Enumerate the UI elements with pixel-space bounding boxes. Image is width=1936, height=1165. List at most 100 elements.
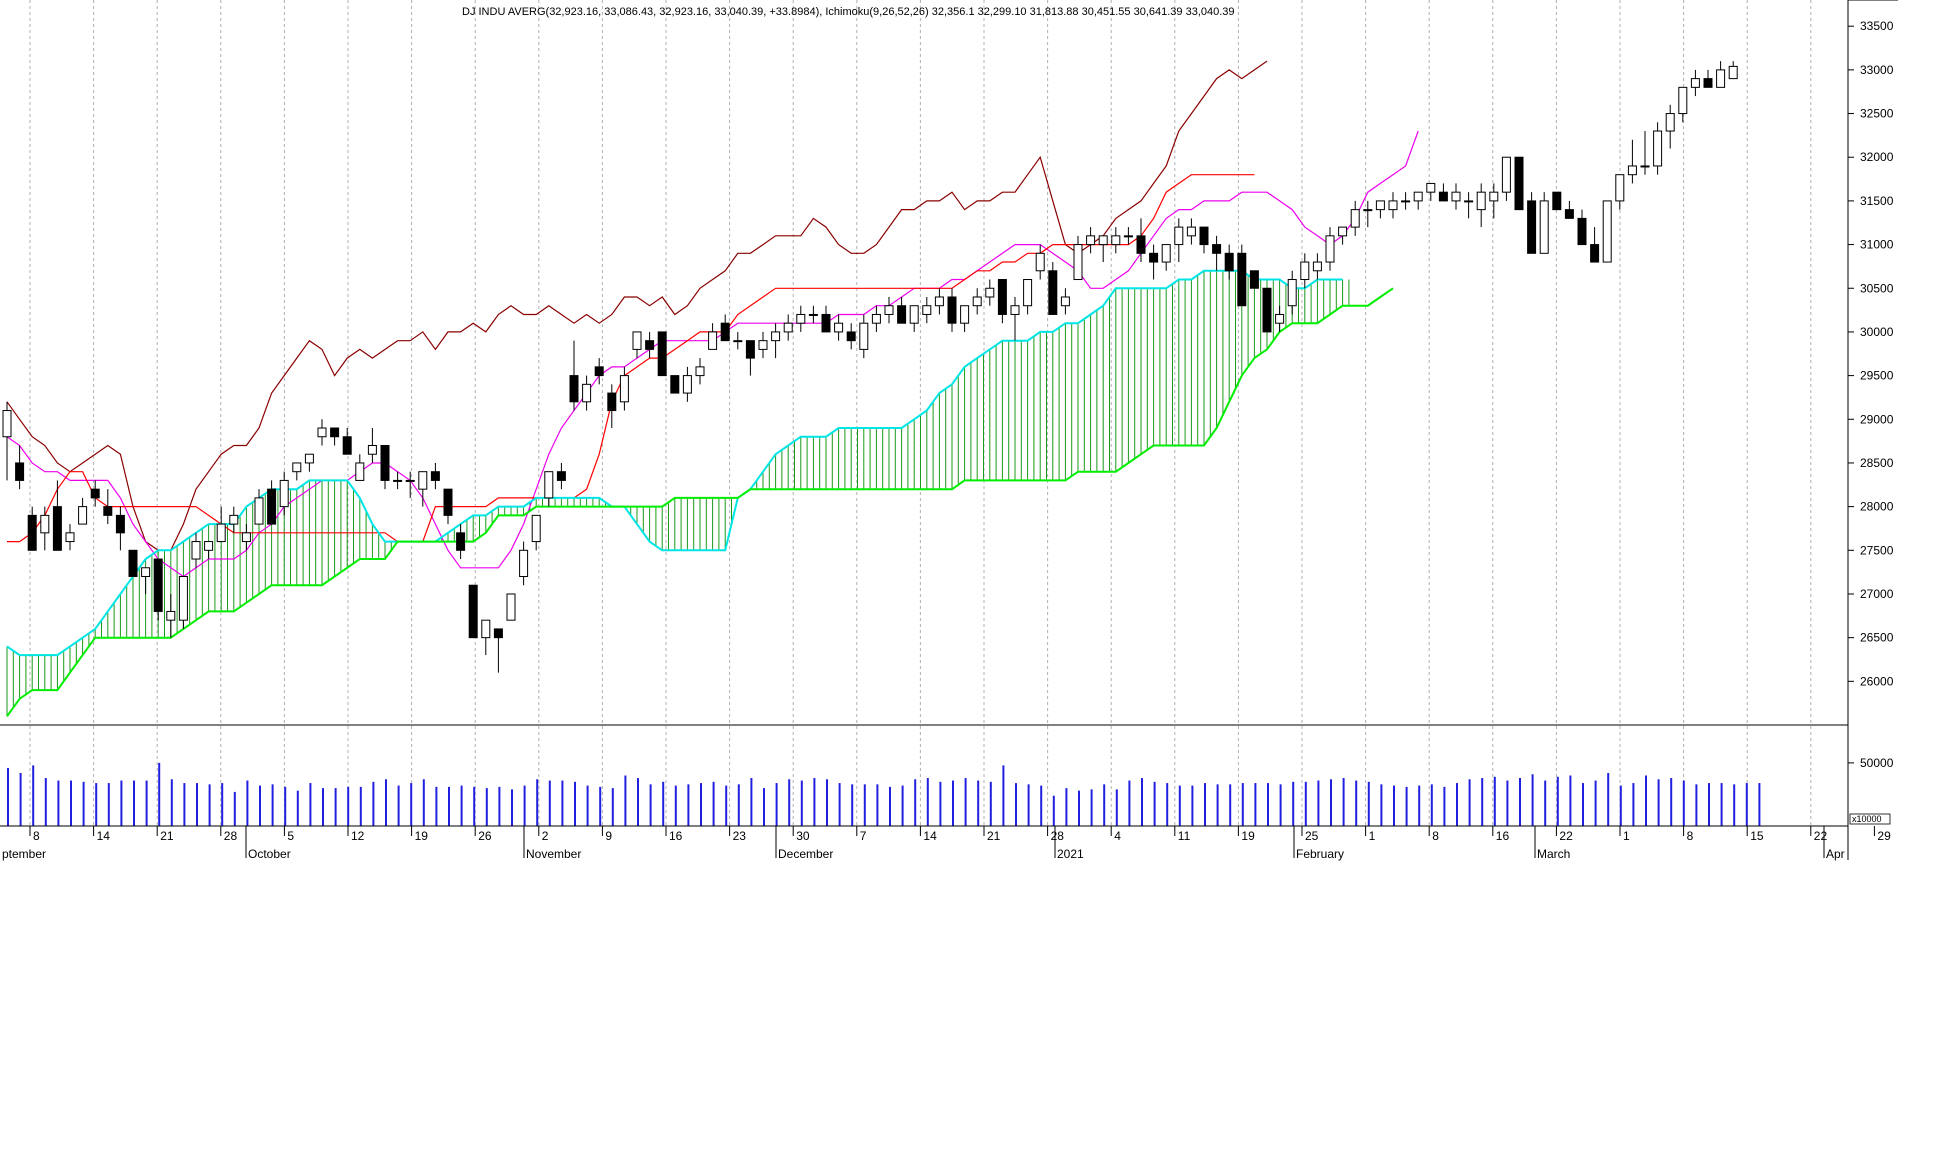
candle-body-4 bbox=[52, 506, 62, 551]
candle-body-80 bbox=[1010, 305, 1020, 315]
candle-34 bbox=[430, 462, 440, 490]
candle-70 bbox=[884, 296, 894, 324]
candle-body-62 bbox=[783, 322, 793, 333]
candle-body-126 bbox=[1590, 244, 1600, 263]
x-day-label-17: 4 bbox=[1114, 829, 1121, 843]
candle-body-34 bbox=[430, 471, 440, 481]
candle-5 bbox=[65, 524, 75, 551]
candle-body-114 bbox=[1438, 191, 1448, 202]
candle-12 bbox=[153, 558, 163, 621]
x-day-label-22: 8 bbox=[1432, 829, 1439, 843]
x-day-label-1: 14 bbox=[97, 829, 111, 843]
candle-42 bbox=[531, 514, 541, 551]
candle-body-132 bbox=[1665, 113, 1675, 132]
candle-7 bbox=[90, 480, 100, 507]
y-tick-label-10: 31000 bbox=[1860, 238, 1894, 252]
candle-82 bbox=[1035, 244, 1045, 280]
candle-body-111 bbox=[1401, 200, 1411, 203]
candle-99 bbox=[1249, 270, 1259, 289]
candle-92 bbox=[1161, 244, 1171, 271]
candle-body-53 bbox=[670, 375, 680, 394]
candle-body-128 bbox=[1615, 174, 1625, 202]
candle-body-40 bbox=[506, 593, 516, 621]
candle-body-89 bbox=[1123, 235, 1133, 238]
candle-38 bbox=[481, 619, 491, 656]
candle-66 bbox=[834, 314, 844, 341]
candle-body-56 bbox=[708, 331, 718, 350]
y-tick-label-9: 30500 bbox=[1860, 281, 1894, 295]
candle-21 bbox=[267, 480, 277, 525]
candle-body-124 bbox=[1564, 209, 1574, 219]
candle-body-117 bbox=[1476, 191, 1486, 211]
candle-body-64 bbox=[808, 313, 818, 316]
candle-body-21 bbox=[267, 488, 277, 525]
chart-frame bbox=[0, 0, 1898, 860]
candle-body-51 bbox=[645, 340, 655, 350]
x-month-label-0: ptember bbox=[2, 847, 46, 861]
candle-125 bbox=[1577, 209, 1587, 246]
candle-body-0 bbox=[2, 410, 12, 438]
candle-116 bbox=[1464, 192, 1474, 219]
y-tick-label-4: 28000 bbox=[1860, 500, 1894, 514]
candle-body-101 bbox=[1275, 313, 1285, 324]
candle-128 bbox=[1615, 174, 1625, 210]
x-day-label-4: 5 bbox=[287, 829, 294, 843]
x-month-label-2: November bbox=[526, 847, 581, 861]
candle-body-69 bbox=[871, 313, 881, 324]
candle-body-90 bbox=[1136, 235, 1146, 254]
candle-body-122 bbox=[1539, 200, 1549, 254]
y-tick-label-2: 27000 bbox=[1860, 587, 1894, 601]
candle-body-19 bbox=[241, 532, 251, 543]
candle-body-96 bbox=[1212, 244, 1222, 254]
leading-span-b-line bbox=[6, 287, 1394, 717]
candle-body-76 bbox=[960, 305, 970, 324]
candle-8 bbox=[103, 489, 113, 525]
candle-body-28 bbox=[355, 462, 365, 481]
x-day-label-25: 1 bbox=[1623, 829, 1630, 843]
candle-62 bbox=[783, 314, 793, 341]
candle-97 bbox=[1224, 244, 1234, 280]
candle-118 bbox=[1489, 183, 1499, 219]
candle-86 bbox=[1086, 227, 1096, 254]
candle-95 bbox=[1199, 226, 1209, 254]
candle-body-8 bbox=[103, 506, 113, 516]
candle-126 bbox=[1590, 227, 1600, 263]
candle-body-32 bbox=[405, 479, 415, 482]
base-line bbox=[7, 174, 1255, 543]
date-x-axis: 8 14 21 28 5 12 19 26 2 9 16 23 30 7 14 21 28 4 11 19 25 1 8 16… bbox=[2, 826, 1891, 861]
x-day-label-16: 28 bbox=[1051, 829, 1065, 843]
candle-body-11 bbox=[141, 567, 151, 578]
candle-81 bbox=[1023, 279, 1033, 315]
candle-body-43 bbox=[544, 471, 554, 499]
candle-44 bbox=[556, 462, 566, 490]
candle-119 bbox=[1501, 156, 1511, 201]
x-month-label-1: October bbox=[248, 847, 291, 861]
candle-16 bbox=[204, 541, 214, 560]
candle-75 bbox=[947, 288, 957, 332]
candle-117 bbox=[1476, 183, 1486, 228]
candle-body-110 bbox=[1388, 200, 1398, 211]
x-day-label-29: 29 bbox=[1877, 829, 1891, 843]
candle-29 bbox=[367, 428, 377, 463]
x-day-label-6: 19 bbox=[415, 829, 429, 843]
candle-body-59 bbox=[745, 340, 755, 359]
candle-20 bbox=[254, 489, 264, 525]
candle-body-17 bbox=[216, 523, 226, 543]
candle-body-97 bbox=[1224, 252, 1234, 272]
candle-41 bbox=[519, 541, 529, 586]
price-y-axis: 26000 26500 27000 27500 28000 28500 29000 29500… bbox=[1848, 19, 1894, 688]
candle-body-135 bbox=[1703, 78, 1713, 88]
candle-body-70 bbox=[884, 305, 894, 315]
candle-body-72 bbox=[909, 305, 919, 324]
x-day-label-27: 15 bbox=[1750, 829, 1764, 843]
candle-109 bbox=[1375, 200, 1385, 219]
candle-23 bbox=[292, 462, 302, 481]
chart-title: DJ INDU AVERG(32,923.16, 33,086.43, 32,9… bbox=[462, 6, 1235, 18]
candle-39 bbox=[493, 628, 503, 673]
candle-71 bbox=[897, 296, 907, 324]
candle-body-15 bbox=[191, 541, 201, 560]
candle-body-54 bbox=[682, 375, 692, 394]
candle-45 bbox=[569, 340, 579, 411]
candle-94 bbox=[1186, 218, 1196, 245]
candle-100 bbox=[1262, 287, 1272, 333]
